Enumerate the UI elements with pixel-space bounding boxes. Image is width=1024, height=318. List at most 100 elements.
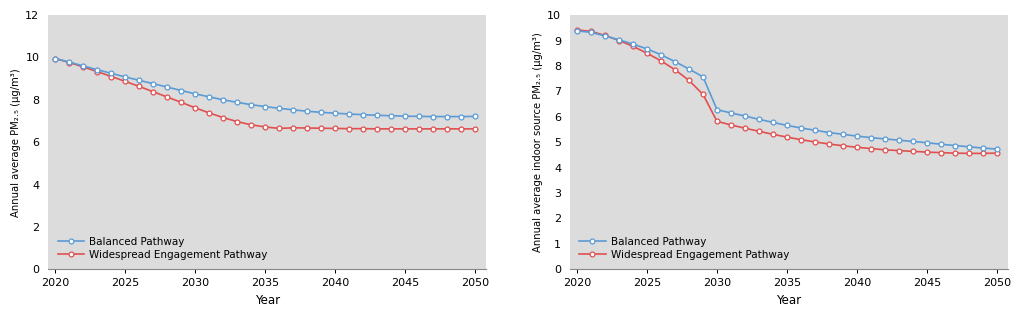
Legend: Balanced Pathway, Widespread Engagement Pathway: Balanced Pathway, Widespread Engagement … [53,233,271,264]
Widespread Engagement Pathway [105,75,118,79]
Line: Balanced Pathway: Balanced Pathway [53,56,477,119]
Widespread Engagement Pathway [683,79,695,82]
Balanced Pathway [977,146,989,150]
Widespread Engagement Pathway [725,123,737,127]
Widespread Engagement Pathway [823,142,836,146]
Balanced Pathway [851,134,863,138]
Balanced Pathway [935,142,947,146]
Balanced Pathway [385,114,397,118]
Balanced Pathway [641,47,653,51]
Balanced Pathway [571,29,584,33]
Widespread Engagement Pathway [217,116,229,120]
Balanced Pathway [357,113,370,117]
Widespread Engagement Pathway [189,106,202,110]
Widespread Engagement Pathway [809,140,821,144]
Balanced Pathway [77,64,89,68]
Balanced Pathway [315,110,328,114]
Balanced Pathway [217,98,229,102]
Widespread Engagement Pathway [301,126,313,130]
Balanced Pathway [427,115,439,119]
Line: Widespread Engagement Pathway: Widespread Engagement Pathway [53,56,477,131]
Widespread Engagement Pathway [399,127,412,131]
Widespread Engagement Pathway [879,148,891,152]
Balanced Pathway [63,60,76,64]
Balanced Pathway [865,136,878,140]
Widespread Engagement Pathway [427,127,439,131]
Balanced Pathway [599,34,611,38]
Widespread Engagement Pathway [441,127,454,131]
Balanced Pathway [119,75,131,79]
Widespread Engagement Pathway [273,127,286,130]
Balanced Pathway [627,42,639,46]
Balanced Pathway [990,147,1002,151]
Balanced Pathway [175,89,187,93]
Widespread Engagement Pathway [371,127,383,131]
Widespread Engagement Pathway [585,30,597,33]
Balanced Pathway [585,31,597,34]
Balanced Pathway [91,68,103,72]
Widespread Engagement Pathway [865,147,878,150]
Widespread Engagement Pathway [641,51,653,55]
Y-axis label: Annual average indoor source PM₂.₅ (μg/m³): Annual average indoor source PM₂.₅ (μg/m… [532,32,543,252]
Widespread Engagement Pathway [655,59,668,63]
Balanced Pathway [837,132,849,136]
Balanced Pathway [231,100,244,104]
Balanced Pathway [613,38,626,42]
Widespread Engagement Pathway [343,127,355,131]
Widespread Engagement Pathway [203,111,215,115]
Widespread Engagement Pathway [795,138,807,142]
Widespread Engagement Pathway [259,125,271,129]
Widespread Engagement Pathway [697,93,710,96]
Widespread Engagement Pathway [287,126,299,130]
Widespread Engagement Pathway [893,149,905,153]
Balanced Pathway [413,114,425,118]
Widespread Engagement Pathway [599,33,611,37]
Widespread Engagement Pathway [91,70,103,73]
Widespread Engagement Pathway [161,95,173,99]
Balanced Pathway [697,75,710,79]
Balanced Pathway [948,144,961,148]
Widespread Engagement Pathway [63,61,76,65]
Widespread Engagement Pathway [739,126,752,130]
Widespread Engagement Pathway [781,135,794,139]
Balanced Pathway [105,72,118,75]
Balanced Pathway [329,111,341,115]
Widespread Engagement Pathway [133,85,145,88]
Widespread Engagement Pathway [413,127,425,131]
Balanced Pathway [683,67,695,71]
Balanced Pathway [879,137,891,141]
Widespread Engagement Pathway [613,38,626,42]
Balanced Pathway [711,108,723,112]
Balanced Pathway [259,105,271,108]
Widespread Engagement Pathway [921,150,933,154]
Widespread Engagement Pathway [469,127,481,131]
Balanced Pathway [203,95,215,99]
Widespread Engagement Pathway [935,151,947,155]
Widespread Engagement Pathway [963,151,975,155]
Balanced Pathway [739,114,752,118]
Widespread Engagement Pathway [357,127,370,131]
Balanced Pathway [809,128,821,132]
Widespread Engagement Pathway [77,65,89,69]
X-axis label: Year: Year [255,294,280,307]
Balanced Pathway [399,114,412,118]
Balanced Pathway [455,115,467,119]
Balanced Pathway [343,112,355,116]
Widespread Engagement Pathway [245,123,257,127]
Balanced Pathway [767,121,779,124]
Balanced Pathway [161,85,173,89]
Widespread Engagement Pathway [767,132,779,136]
Widespread Engagement Pathway [147,90,160,94]
Widespread Engagement Pathway [948,151,961,155]
Balanced Pathway [301,109,313,113]
Balanced Pathway [963,145,975,149]
Balanced Pathway [753,117,765,121]
Widespread Engagement Pathway [455,127,467,131]
Balanced Pathway [287,108,299,112]
X-axis label: Year: Year [776,294,802,307]
Balanced Pathway [907,140,920,143]
Balanced Pathway [893,138,905,142]
Widespread Engagement Pathway [711,120,723,123]
Widespread Engagement Pathway [977,151,989,155]
Balanced Pathway [655,53,668,57]
